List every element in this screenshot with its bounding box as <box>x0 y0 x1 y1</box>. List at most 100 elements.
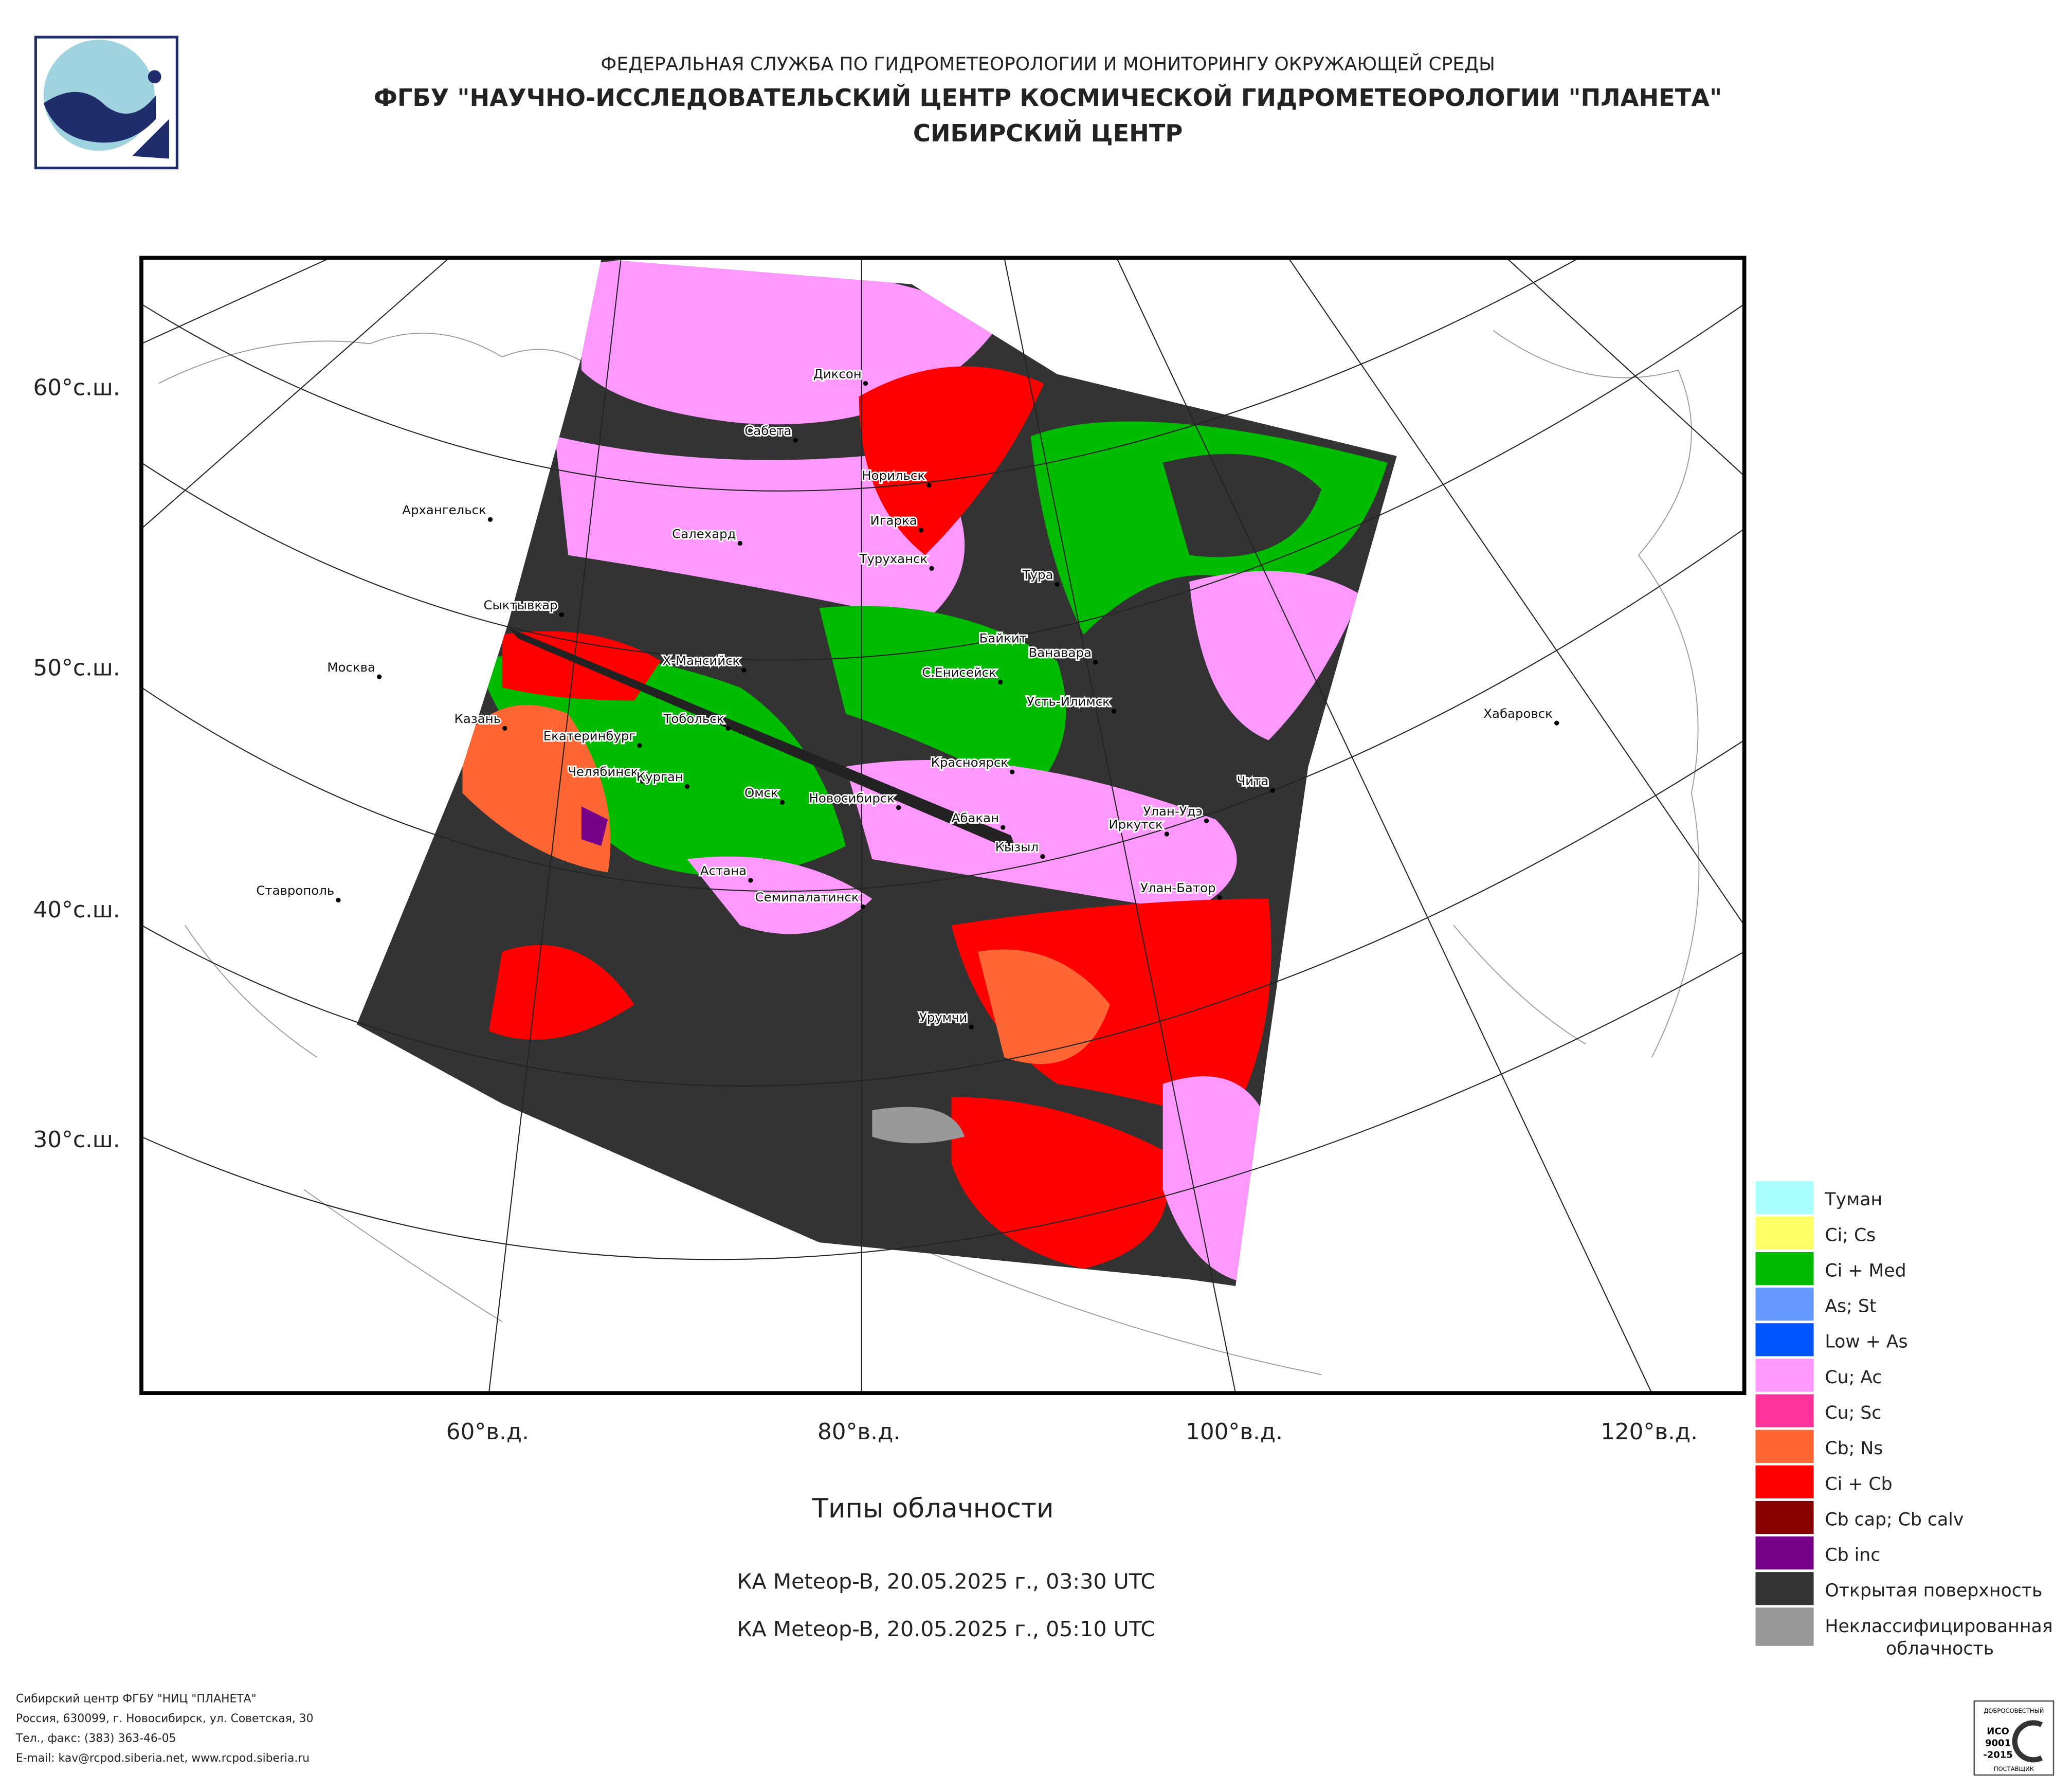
lat-label: 60°с.ш. <box>33 375 120 401</box>
city-label: Игарка <box>870 513 917 528</box>
city-dot <box>1055 582 1060 587</box>
legend-label: облачность <box>1886 1639 1994 1659</box>
legend-label: Cu; Sc <box>1825 1403 1881 1423</box>
iso-top: ДОБРОСОВЕСТНЫЙ <box>1984 1707 2044 1714</box>
city-label: Тобольск <box>663 711 724 726</box>
city-label: Москва <box>327 660 375 675</box>
iso-logo: ДОБРОСОВЕСТНЫЙ ИСО 9001 -2015 ПОСТАВЩИК <box>1973 1700 2055 1776</box>
city-label: Ставрополь <box>256 883 334 898</box>
city-dot <box>684 784 690 789</box>
city-dot <box>997 679 1003 685</box>
iso-number: 9001 <box>1985 1738 2011 1748</box>
legend-label: As; St <box>1825 1296 1876 1317</box>
legend-label: Неклассифицированная <box>1825 1616 2052 1637</box>
city-label: Абакан <box>952 810 999 825</box>
city-label: Тура <box>1022 567 1053 582</box>
city-dot <box>559 612 564 617</box>
city-label: Улан-Удэ <box>1143 804 1202 819</box>
city-label: Улан-Батор <box>1140 880 1216 895</box>
legend-swatch <box>1754 1499 1815 1535</box>
legend-swatch <box>1754 1357 1815 1394</box>
city-dot <box>1270 788 1275 793</box>
city-dot <box>918 528 924 533</box>
city-label: Кызыл <box>995 839 1039 854</box>
footer-line: Россия, 630099, г. Новосибирск, ул. Сове… <box>16 1712 314 1725</box>
city-label: Сабета <box>744 423 791 438</box>
city-dot <box>487 517 493 522</box>
city-label: Астана <box>700 863 747 878</box>
city-label: Чита <box>1237 773 1269 788</box>
city-dot <box>748 878 753 883</box>
legend-label: Ci + Med <box>1825 1260 1906 1281</box>
city-label: Курган <box>637 769 683 784</box>
city-dot <box>1001 825 1006 830</box>
city-label: Туруханск <box>859 551 928 566</box>
city-label: Хабаровск <box>1483 706 1553 721</box>
iso-code: ИСО <box>1987 1726 2009 1736</box>
pass-1: КА Meteop-B, 20.05.2025 г., 03:30 UTC <box>737 1569 1155 1594</box>
legend-label: Туман <box>1824 1189 1882 1210</box>
city-dot <box>640 779 645 784</box>
city-label: Иркутск <box>1108 817 1162 832</box>
agency: ФЕДЕРАЛЬНАЯ СЛУЖБА ПО ГИДРОМЕТЕОРОЛОГИИ … <box>601 53 1495 75</box>
city-dot <box>502 726 507 731</box>
legend-swatch <box>1754 1428 1815 1464</box>
footer-line: Сибирский центр ФГБУ "НИЦ "ПЛАНЕТА" <box>16 1693 257 1706</box>
logo <box>34 35 178 170</box>
city-dot <box>1217 895 1222 900</box>
legend-label: Cb inc <box>1825 1545 1880 1566</box>
lat-label: 30°с.ш. <box>33 1127 120 1153</box>
legend-swatch <box>1754 1180 1815 1216</box>
city-label: Сыктывкар <box>483 598 557 612</box>
institute: ФГБУ "НАУЧНО-ИССЛЕДОВАТЕЛЬСКИЙ ЦЕНТР КОС… <box>374 84 1722 112</box>
city-label: Красноярск <box>931 755 1008 770</box>
city-dot <box>1093 660 1098 665</box>
city-dot <box>1204 818 1209 823</box>
legend-label: Ci; Cs <box>1825 1225 1876 1245</box>
city-label: Норильск <box>862 468 925 483</box>
iso-bottom: ПОСТАВЩИК <box>1994 1765 2034 1772</box>
legend-swatch <box>1754 1215 1815 1251</box>
lat-label: 40°с.ш. <box>33 897 120 923</box>
city-dot <box>860 904 865 909</box>
footer-line: E-mail: kav@rcpod.siberia.net, www.rcpod… <box>16 1752 310 1765</box>
city-label: Байкит <box>979 630 1027 645</box>
legend-swatch <box>1754 1606 1815 1648</box>
city-dot <box>725 726 731 731</box>
city-dot <box>779 800 785 805</box>
legend-label: Cb cap; Cb calv <box>1825 1509 1964 1530</box>
city-dot <box>377 674 382 679</box>
city-label: Казань <box>455 711 501 726</box>
legend-label: Cb; Ns <box>1825 1438 1883 1459</box>
city-label: Салехард <box>672 526 736 541</box>
lon-label: 120°в.д. <box>1601 1419 1698 1445</box>
city-label: Семипалатинск <box>755 890 859 904</box>
city-dot <box>969 1024 974 1029</box>
city-dot <box>793 438 798 443</box>
lon-label: 80°в.д. <box>817 1419 900 1445</box>
city-label: Диксон <box>813 366 862 381</box>
pass-2: КА Meteop-B, 20.05.2025 г., 05:10 UTC <box>737 1617 1155 1641</box>
city-label: Челябинск <box>568 764 638 779</box>
city-label: Усть-Илимск <box>1027 694 1110 709</box>
city-label: Архангельск <box>402 502 486 517</box>
legend-label: Открытая поверхность <box>1825 1581 2042 1601</box>
lat-label: 50°с.ш. <box>33 655 120 681</box>
legend-swatch <box>1754 1286 1815 1322</box>
legend-label: Low + As <box>1825 1332 1907 1352</box>
legend-swatch <box>1754 1392 1815 1429</box>
iso-year: -2015 <box>1983 1750 2013 1761</box>
city-dot <box>737 540 742 546</box>
city-dot <box>896 805 901 810</box>
city-dot <box>336 897 341 903</box>
map-frame <box>139 256 1747 1396</box>
city-label: Новосибирск <box>809 790 895 805</box>
city-dot <box>1040 854 1045 859</box>
city-label: Ванавара <box>1029 645 1092 660</box>
city-label: Урумчи <box>919 1010 968 1025</box>
footer-line: Тел., факс: (383) 363-46-05 <box>15 1732 176 1745</box>
city-dot <box>1010 769 1015 774</box>
city-label: Омск <box>744 785 778 800</box>
city-dot <box>1028 645 1033 650</box>
